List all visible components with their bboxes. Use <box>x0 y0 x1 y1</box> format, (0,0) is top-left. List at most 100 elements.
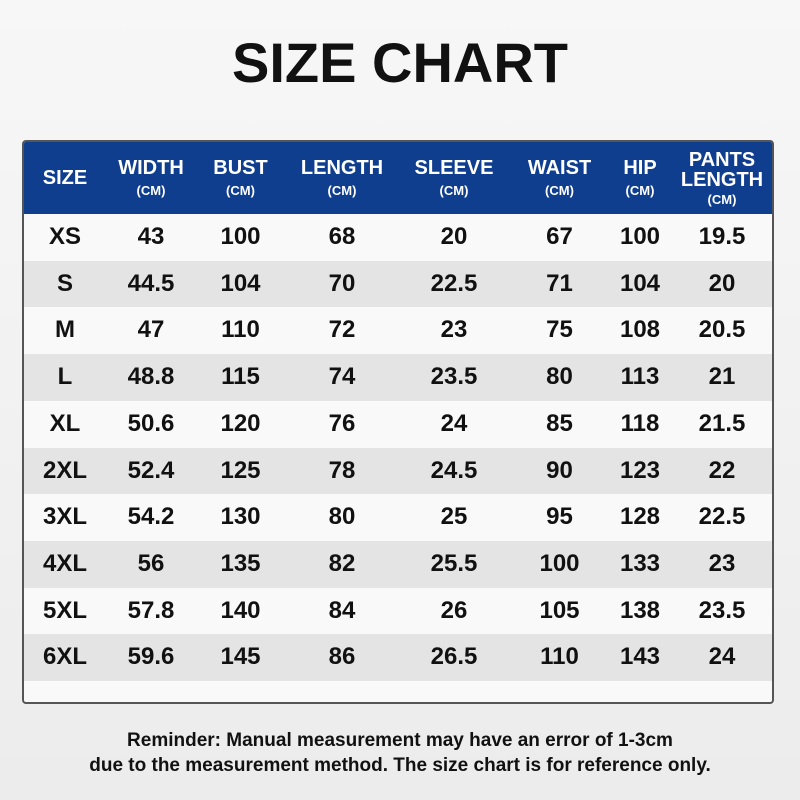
table-cell: 21.5 <box>698 409 746 437</box>
column-unit: (CM) <box>625 183 655 198</box>
table-cell: 143 <box>619 643 661 671</box>
table-cell: 2XL <box>42 456 87 484</box>
table-cell: M <box>55 316 75 344</box>
table-cell: 100 <box>619 223 661 250</box>
table-cell: 108 <box>619 316 661 344</box>
table-cell: 50.6 <box>127 409 175 437</box>
table-cell: 110 <box>540 643 579 671</box>
column-name: SIZE <box>42 167 88 189</box>
table-cell: 82 <box>328 549 356 577</box>
table-cell: 115 <box>221 363 260 391</box>
table-cell: 48.8 <box>127 363 175 391</box>
table-row: 2XL 52.4 125 78 24.5 90 123 22 <box>24 447 772 495</box>
column-unit: (CM) <box>545 183 574 198</box>
table-cell: 120 <box>220 409 261 437</box>
column-unit: (CM) <box>439 183 469 198</box>
table-cell: 24 <box>708 643 736 671</box>
column-name: WIDTH <box>118 157 184 179</box>
table-cell: 24.5 <box>430 456 478 484</box>
table-cell: 23 <box>708 549 736 577</box>
table-cell: 100 <box>539 549 580 577</box>
table-cell: 22.5 <box>430 269 478 297</box>
table-cell: 26 <box>440 596 468 624</box>
table-cell: 43 <box>137 223 165 250</box>
column-unit: (CM) <box>136 183 166 198</box>
table-cell: 104 <box>220 269 261 297</box>
size-table: SIZE WIDTH (CM) BUST (CM) LENGTH (CM) SLEEVE (CM… <box>22 140 774 704</box>
table-cell: 80 <box>328 503 356 531</box>
table-cell: XS <box>48 223 81 250</box>
table-row: 6XL 59.6 145 86 26.5 110 143 24 <box>24 634 772 681</box>
table-cell: 4XL <box>42 549 87 577</box>
table-cell: 26.5 <box>430 643 478 671</box>
table-cell: 68 <box>328 223 356 250</box>
table-cell: 138 <box>619 596 661 624</box>
reminder: Reminder: Manual measurement may have an… <box>0 728 800 778</box>
table-cell: 56 <box>137 549 165 577</box>
column-unit: (CM) <box>707 191 737 207</box>
table-cell: 67 <box>546 223 573 250</box>
table-cell: 20.5 <box>698 316 746 344</box>
table-row: 5XL 57.8 140 84 26 105 138 23.5 <box>24 588 772 635</box>
column-name: BUST <box>213 157 268 179</box>
column-header: WAIST (CM) <box>509 142 610 214</box>
table-cell: 104 <box>619 269 661 297</box>
table-cell: 130 <box>220 503 261 531</box>
table-cell: 110 <box>221 316 260 344</box>
table-cell: 100 <box>220 223 261 250</box>
column-name: PANTS LENGTH <box>680 148 764 191</box>
column-name: SLEEVE <box>414 157 494 179</box>
column-header: HIP (CM) <box>610 142 670 214</box>
table-cell: 20 <box>708 269 736 297</box>
table-cell: 85 <box>546 409 573 437</box>
table-cell: 6XL <box>42 643 87 671</box>
table-cell: 86 <box>328 643 356 671</box>
table-cell: 135 <box>220 549 261 577</box>
table-cell: 23 <box>440 316 468 344</box>
table-cell: L <box>57 363 73 391</box>
table-row: M 47 110 72 23 75 108 20.5 <box>24 307 772 354</box>
table-cell: 44.5 <box>127 269 175 297</box>
table-cell: 22.5 <box>698 503 746 531</box>
table-cell: 23.5 <box>698 596 746 624</box>
reminder-line: Reminder: Manual measurement may have an… <box>127 730 673 751</box>
table-cell: 72 <box>328 316 356 344</box>
column-header: SLEEVE (CM) <box>399 142 509 214</box>
table-cell: 74 <box>328 363 356 391</box>
table-cell: 70 <box>328 269 356 297</box>
table-cell: S <box>56 269 73 297</box>
table-cell: 22 <box>708 456 736 484</box>
title: SIZE CHART <box>232 31 568 94</box>
table-cell: 25.5 <box>430 549 478 577</box>
table-cell: 95 <box>546 503 573 531</box>
table-cell: 90 <box>546 456 573 484</box>
table-cell: 5XL <box>42 596 87 624</box>
table-cell: 123 <box>619 456 661 484</box>
table-cell: 21 <box>708 363 736 391</box>
table-cell: 133 <box>619 549 661 577</box>
table-cell: 80 <box>546 363 573 391</box>
table-cell: 19.5 <box>698 223 746 250</box>
table-cell: 125 <box>220 456 261 484</box>
table-cell: 128 <box>619 503 661 531</box>
table-cell: 105 <box>539 596 580 624</box>
table-row: XS 43 100 68 20 67 100 19.5 <box>24 214 772 261</box>
column-name: WAIST <box>527 157 592 179</box>
column-name: LENGTH <box>300 157 384 179</box>
table-cell: 78 <box>328 456 356 484</box>
table-cell: 140 <box>220 596 261 624</box>
table-cell: XL <box>49 409 81 437</box>
table-cell: 54.2 <box>127 503 175 531</box>
table-cell: 20 <box>440 223 468 250</box>
table-cell: 145 <box>220 643 261 671</box>
table-row: XL 50.6 120 76 24 85 118 21.5 <box>24 401 772 448</box>
table-cell: 71 <box>546 269 573 297</box>
reminder-line: due to the measurement method. The size … <box>89 755 711 776</box>
column-header: BUST (CM) <box>196 142 285 214</box>
column-name: HIP <box>623 157 657 179</box>
table-row: L 48.8 115 74 23.5 80 113 21 <box>24 354 772 401</box>
column-header: WIDTH (CM) <box>106 142 196 214</box>
table-row: 3XL 54.2 130 80 25 95 128 22.5 <box>24 494 772 541</box>
table-cell: 75 <box>546 316 573 344</box>
